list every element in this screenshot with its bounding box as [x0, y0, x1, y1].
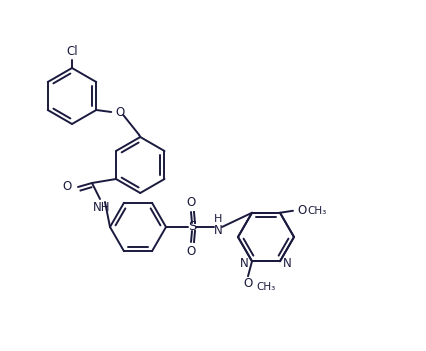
Text: N: N: [240, 257, 249, 270]
Text: Cl: Cl: [66, 45, 78, 58]
Text: CH₃: CH₃: [307, 206, 326, 216]
Text: N: N: [213, 224, 222, 237]
Text: S: S: [188, 220, 196, 233]
Text: H: H: [214, 214, 222, 224]
Text: O: O: [297, 204, 306, 217]
Text: O: O: [187, 196, 196, 209]
Text: N: N: [283, 257, 292, 270]
Text: O: O: [115, 106, 124, 119]
Text: O: O: [243, 277, 253, 290]
Text: O: O: [63, 179, 72, 192]
Text: CH₃: CH₃: [256, 282, 275, 292]
Text: O: O: [187, 245, 196, 258]
Text: NH: NH: [93, 201, 111, 214]
